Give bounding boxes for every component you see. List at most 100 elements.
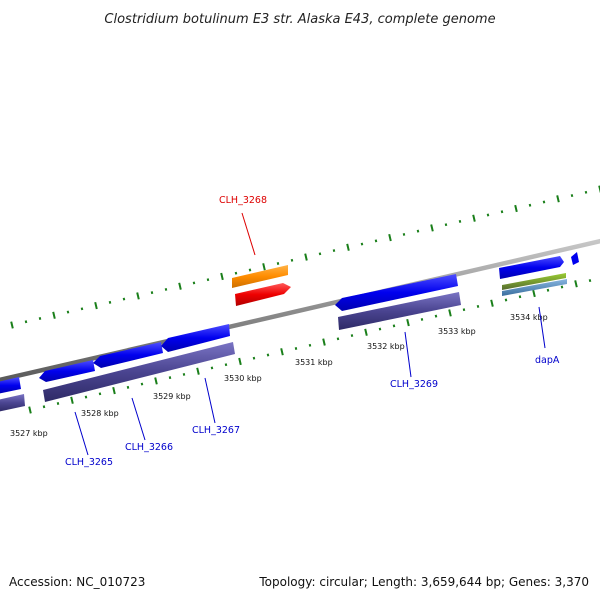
scale-label: 3533 kbp xyxy=(438,327,476,336)
cds-clh-3267[interactable] xyxy=(161,324,230,352)
gc-tick-inner xyxy=(392,324,396,328)
gc-tick-outer xyxy=(584,190,588,194)
gc-tick-inner xyxy=(350,334,354,338)
gc-tick-inner xyxy=(28,406,32,414)
gc-tick-inner xyxy=(462,308,466,312)
gc-tick-outer xyxy=(122,297,126,301)
gc-tick-inner xyxy=(238,357,242,366)
scale-label: 3531 kbp xyxy=(295,358,333,367)
gc-tick-outer xyxy=(150,291,154,295)
gc-tick-outer xyxy=(514,204,518,213)
gc-tick-inner xyxy=(504,298,508,302)
gc-tick-inner xyxy=(56,402,60,405)
gc-tick-outer xyxy=(136,292,140,300)
gene-clh-3269[interactable] xyxy=(338,292,461,330)
label-clh-3269[interactable]: CLH_3269 xyxy=(390,379,438,390)
gc-tick-outer xyxy=(346,243,350,251)
gc-tick-inner xyxy=(518,295,522,299)
gc-tick-outer xyxy=(262,263,266,271)
feature-dapA-green[interactable] xyxy=(502,273,566,290)
cds-clh-3266[interactable] xyxy=(93,342,163,368)
gc-tick-outer xyxy=(500,210,504,214)
feature-clh-3268-orange[interactable] xyxy=(232,265,288,288)
gc-tick-inner xyxy=(560,285,564,289)
scale-label: 3534 kbp xyxy=(510,313,548,322)
gc-tick-inner xyxy=(308,343,312,347)
gc-tick-outer xyxy=(206,278,210,282)
gc-tick-inner xyxy=(364,328,368,336)
cds-clh-3269[interactable] xyxy=(335,274,458,311)
gc-tick-inner xyxy=(476,304,480,308)
label-clh-3265[interactable]: CLH_3265 xyxy=(65,457,113,468)
gc-tick-inner xyxy=(546,288,550,292)
gc-tick-inner xyxy=(280,348,284,356)
label-dapA[interactable]: dapA xyxy=(535,355,560,366)
label-clh-3268[interactable]: CLH_3268 xyxy=(219,195,267,206)
gc-tick-outer xyxy=(458,219,462,223)
gc-tick-inner xyxy=(168,376,172,380)
label-clh-3266[interactable]: CLH_3266 xyxy=(125,442,173,453)
gc-tick-outer xyxy=(192,281,196,285)
gc-tick-inner xyxy=(490,299,494,307)
gc-tick-inner xyxy=(98,392,102,396)
scale-label: 3530 kbp xyxy=(224,374,262,383)
gc-tick-inner xyxy=(294,347,298,350)
genome-backbone xyxy=(0,238,600,383)
scale-label: 3532 kbp xyxy=(367,342,405,351)
gene-clh-3265-3267[interactable] xyxy=(43,342,235,402)
gc-tick-outer xyxy=(52,311,56,319)
genome-summary-text: Topology: circular; Length: 3,659,644 bp… xyxy=(258,575,589,589)
gc-tick-outer xyxy=(94,301,98,310)
gc-tick-inner xyxy=(252,356,256,360)
label-leaders xyxy=(74,212,546,456)
gc-tick-outer xyxy=(444,223,448,227)
gc-tick-inner xyxy=(434,314,438,318)
gc-tick-inner xyxy=(588,279,592,283)
scale-label: 3528 kbp xyxy=(81,409,119,418)
gc-tick-inner xyxy=(210,366,214,370)
accession-text: Accession: NC_010723 xyxy=(9,575,145,589)
feature-dapA-blue[interactable] xyxy=(502,279,567,296)
gc-tick-inner xyxy=(420,317,424,321)
scale-label: 3527 kbp xyxy=(10,429,48,438)
gc-tick-outer xyxy=(318,252,322,256)
cds-clh-3265[interactable] xyxy=(39,360,95,382)
gene-clh-3268-red[interactable] xyxy=(235,283,291,306)
gc-tick-outer xyxy=(332,249,336,253)
gc-tick-inner xyxy=(378,327,382,331)
map-title: Clostridium botulinum E3 str. Alaska E43… xyxy=(104,12,495,27)
cds-small-arrow[interactable] xyxy=(571,252,579,265)
gc-tick-outer xyxy=(304,253,308,261)
gc-tick-inner xyxy=(448,309,452,317)
cds-partial-left[interactable] xyxy=(0,377,21,394)
gc-tick-inner xyxy=(154,377,158,385)
label-clh-3267[interactable]: CLH_3267 xyxy=(192,425,240,436)
gene-track xyxy=(0,292,461,412)
gc-tick-inner xyxy=(196,367,200,375)
gc-tick-outer xyxy=(430,224,434,232)
gc-tick-outer xyxy=(66,310,70,314)
gc-tick-inner xyxy=(406,318,410,327)
gc-track-inner xyxy=(28,279,592,414)
gc-tick-outer xyxy=(220,272,224,281)
gc-tick-outer xyxy=(388,233,392,242)
gc-tick-outer xyxy=(570,194,574,198)
gene-partial-left[interactable] xyxy=(0,394,25,412)
cds-features xyxy=(0,274,458,394)
gc-tick-inner xyxy=(266,353,270,357)
gc-tick-outer xyxy=(178,282,182,290)
cds-dapA[interactable] xyxy=(499,256,564,279)
gc-tick-inner xyxy=(532,289,536,298)
gc-tick-outer xyxy=(528,203,532,207)
gc-tick-outer xyxy=(108,300,112,304)
gc-tick-outer xyxy=(374,239,378,243)
gc-tick-outer xyxy=(402,232,406,236)
gc-track-outer xyxy=(10,185,600,329)
gc-tick-inner xyxy=(140,382,144,386)
scale-label: 3529 kbp xyxy=(153,392,191,401)
gc-tick-outer xyxy=(416,229,420,233)
gc-tick-inner xyxy=(84,395,88,399)
gc-tick-outer xyxy=(598,185,600,193)
gc-tick-inner xyxy=(224,363,228,367)
